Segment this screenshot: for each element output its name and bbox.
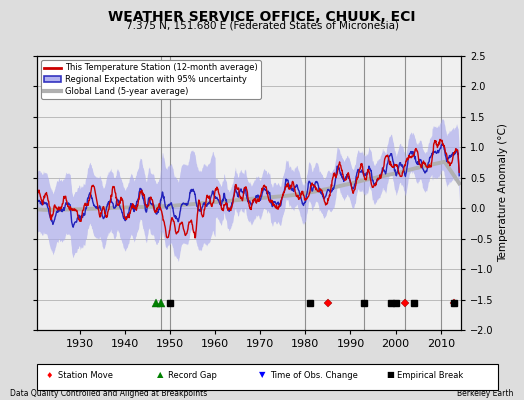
Y-axis label: Temperature Anomaly (°C): Temperature Anomaly (°C) <box>498 124 508 262</box>
Text: ♦: ♦ <box>46 370 53 380</box>
Legend: This Temperature Station (12-month average), Regional Expectation with 95% uncer: This Temperature Station (12-month avera… <box>41 60 261 99</box>
Text: Empirical Break: Empirical Break <box>397 370 463 380</box>
Text: WEATHER SERVICE OFFICE, CHUUK, ECI: WEATHER SERVICE OFFICE, CHUUK, ECI <box>108 10 416 24</box>
Text: 7.375 N, 151.680 E (Federated States of Micronesia): 7.375 N, 151.680 E (Federated States of … <box>126 20 398 30</box>
Text: ▼: ▼ <box>259 370 265 380</box>
Text: ▲: ▲ <box>157 370 163 380</box>
Text: Station Move: Station Move <box>58 370 113 380</box>
Text: Berkeley Earth: Berkeley Earth <box>457 389 514 398</box>
Text: ■: ■ <box>386 370 395 380</box>
Text: Time of Obs. Change: Time of Obs. Change <box>270 370 358 380</box>
Text: Record Gap: Record Gap <box>168 370 216 380</box>
Text: Data Quality Controlled and Aligned at Breakpoints: Data Quality Controlled and Aligned at B… <box>10 389 208 398</box>
